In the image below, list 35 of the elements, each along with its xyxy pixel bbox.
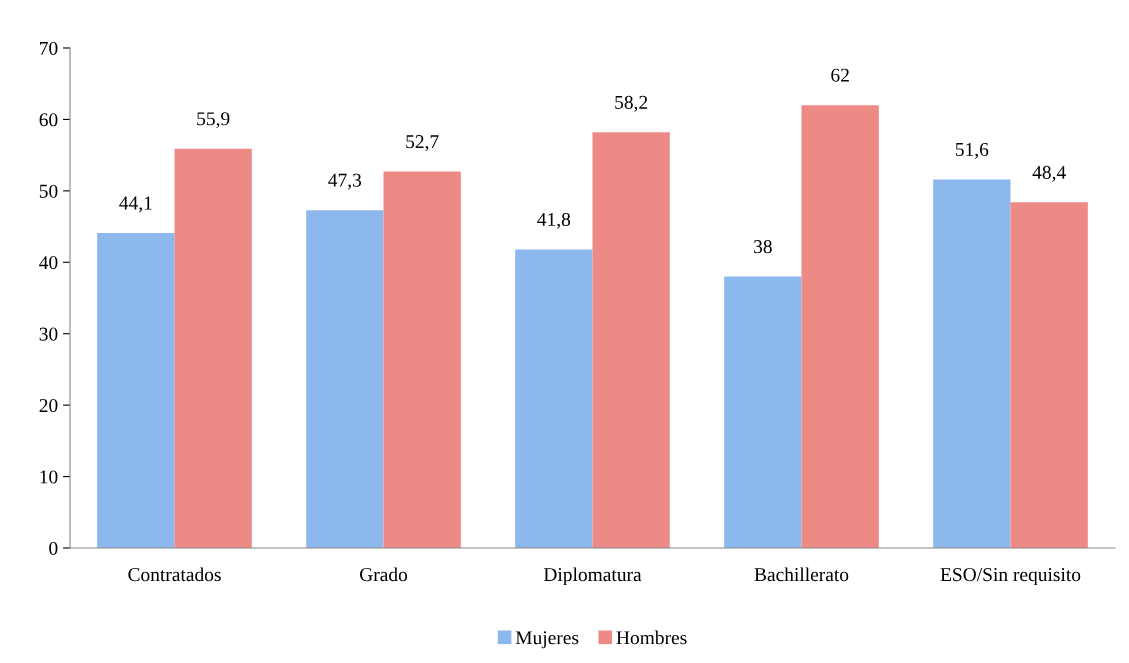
bar (724, 276, 802, 548)
bar (933, 179, 1011, 548)
data-label: 48,4 (1032, 165, 1066, 182)
data-label: 38 (754, 240, 772, 254)
y-tick-label: 70 (40, 41, 58, 55)
bar (1010, 202, 1088, 548)
x-tick-label: Grado (360, 567, 408, 582)
y-tick-label: 10 (40, 470, 58, 484)
bar (383, 171, 461, 548)
data-label: 47,3 (328, 173, 362, 190)
y-tick-label: 60 (39, 113, 58, 127)
data-label: 41,8 (537, 212, 571, 229)
bar (97, 233, 175, 548)
y-tick-label: 0 (49, 541, 58, 555)
y-tick-label: 40 (39, 256, 58, 270)
x-tick-label: ESO/Sin requisito (940, 568, 1081, 586)
bar (174, 148, 252, 548)
bar (515, 249, 593, 548)
bar (592, 132, 670, 548)
data-label: 52,7 (406, 135, 439, 151)
bar (306, 210, 384, 548)
y-tick-label: 20 (39, 398, 58, 413)
x-tick-label: Bachillerato (754, 567, 849, 582)
legend-label: Hombres (616, 630, 687, 645)
x-tick-label: Diplomatura (543, 567, 642, 586)
legend-label: Mujeres (515, 631, 579, 649)
y-tick-label: 50 (39, 184, 58, 198)
data-label: 62 (831, 68, 849, 82)
data-label: 58,2 (615, 95, 648, 112)
data-label: 55,9 (197, 112, 230, 129)
bar (801, 105, 879, 548)
data-label: 51,6 (955, 142, 989, 159)
x-tick-label: Contratados (128, 567, 221, 582)
y-tick-label: 30 (39, 327, 58, 341)
data-label: 44,1 (119, 196, 152, 213)
